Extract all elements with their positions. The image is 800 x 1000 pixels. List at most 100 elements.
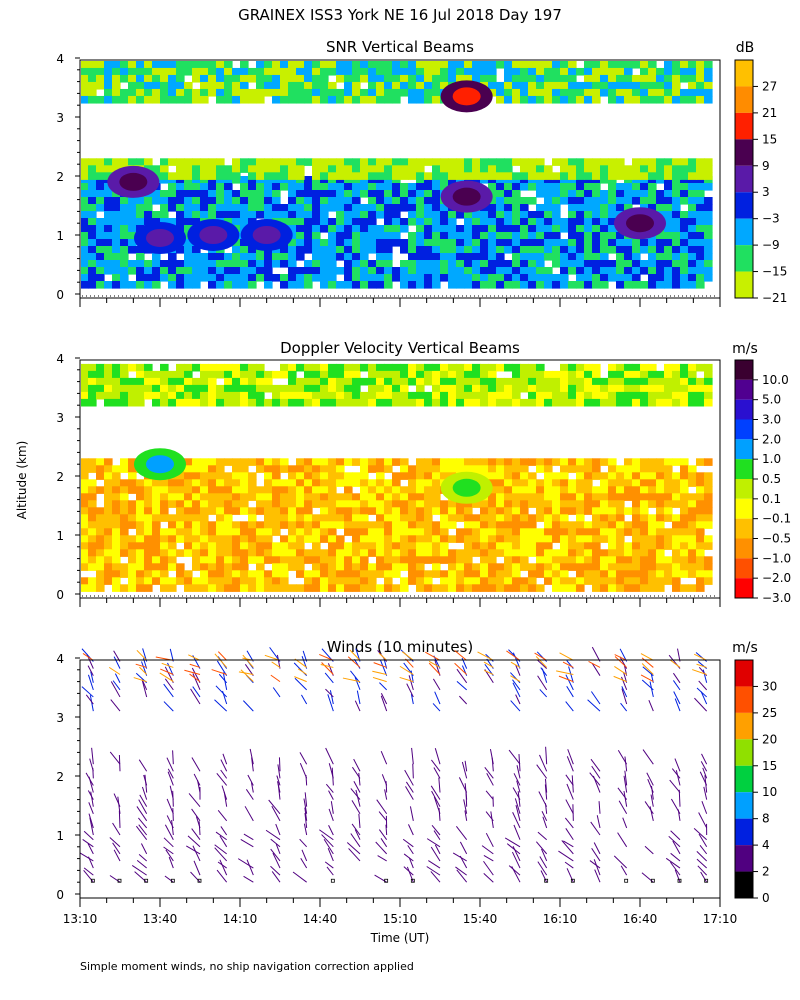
field-cell — [656, 542, 665, 550]
field-cell — [344, 556, 353, 564]
field-cell — [304, 458, 313, 466]
field-cell — [592, 398, 601, 407]
wind-barb — [589, 860, 601, 869]
field-cell — [208, 563, 217, 571]
field-cell — [504, 165, 513, 173]
field-cell — [584, 211, 593, 219]
field-cell — [360, 246, 369, 254]
field-cell — [576, 81, 585, 90]
field-cell — [264, 514, 273, 522]
field-cell — [688, 74, 697, 83]
field-cell — [456, 158, 465, 166]
field-cell — [392, 225, 401, 233]
wind-barb — [622, 817, 628, 829]
field-cell — [632, 577, 641, 585]
field-cell — [264, 158, 273, 166]
field-cell — [496, 281, 505, 289]
field-cell — [352, 535, 361, 543]
field-cell — [520, 158, 529, 166]
field-cell — [512, 232, 521, 240]
field-cell — [536, 267, 545, 275]
field-cell — [280, 74, 289, 83]
field-cell — [128, 246, 137, 254]
field-cell — [424, 570, 433, 578]
field-cell — [672, 95, 681, 104]
field-cell — [160, 514, 169, 522]
field-cell — [368, 190, 377, 198]
field-cell — [128, 197, 137, 205]
field-cell — [304, 281, 313, 289]
field-cell — [88, 183, 97, 191]
wind-barb — [88, 802, 94, 814]
field-cell — [264, 384, 273, 393]
field-cell — [88, 225, 97, 233]
field-cell — [704, 165, 713, 173]
field-cell — [528, 67, 537, 76]
field-cell — [352, 246, 361, 254]
field-cell — [288, 479, 297, 487]
field-cell — [184, 172, 193, 180]
field-cell — [112, 363, 121, 372]
field-cell — [528, 363, 537, 372]
field-cell — [232, 74, 241, 83]
field-cell — [704, 197, 713, 205]
wind-barb — [378, 829, 388, 841]
field-cell — [264, 67, 273, 76]
field-cell — [248, 507, 257, 515]
field-cell — [248, 384, 257, 393]
field-cell — [160, 95, 169, 104]
field-cell — [88, 563, 97, 571]
field-cell — [680, 549, 689, 557]
field-cell — [480, 500, 489, 508]
field-cell — [328, 398, 337, 407]
wind-barb — [564, 817, 574, 829]
field-cell — [648, 458, 657, 466]
field-cell — [336, 493, 345, 501]
field-cell — [232, 384, 241, 393]
field-cell — [312, 232, 321, 240]
field-cell — [608, 542, 617, 550]
field-cell — [680, 274, 689, 282]
wind-barb — [83, 867, 94, 876]
field-cell — [528, 61, 537, 69]
field-cell — [136, 563, 145, 571]
field-cell — [256, 458, 265, 466]
field-cell — [128, 507, 137, 515]
wind-barb — [88, 813, 94, 829]
field-cell — [456, 465, 465, 473]
field-cell — [656, 95, 665, 104]
wind-barb — [459, 695, 468, 705]
field-cell — [616, 584, 625, 592]
wind-barb — [270, 838, 281, 848]
field-cell — [704, 274, 713, 282]
field-cell — [192, 165, 201, 173]
field-cell — [304, 81, 313, 90]
field-cell — [632, 158, 641, 166]
field-cell — [104, 246, 113, 254]
field-cell — [568, 398, 577, 407]
wind-barb — [670, 852, 681, 862]
field-cell — [632, 370, 641, 379]
field-cell — [384, 556, 393, 564]
field-cell — [432, 197, 441, 205]
field-cell — [632, 493, 641, 501]
field-cell — [408, 486, 417, 494]
field-cell — [496, 218, 505, 226]
wind-barb — [193, 773, 201, 786]
wind-barb — [342, 677, 361, 683]
field-cell — [440, 472, 449, 480]
field-cell — [496, 274, 505, 282]
field-cell — [560, 165, 569, 173]
field-cell — [208, 377, 217, 386]
field-cell — [328, 61, 337, 69]
field-cell — [384, 493, 393, 501]
field-cell — [640, 74, 649, 83]
field-cell — [256, 528, 265, 536]
field-cell — [512, 514, 521, 522]
field-cell — [656, 472, 665, 480]
field-cell — [312, 514, 321, 522]
field-cell — [360, 486, 369, 494]
field-cell — [552, 549, 561, 557]
field-cell — [704, 267, 713, 275]
field-cell — [584, 556, 593, 564]
